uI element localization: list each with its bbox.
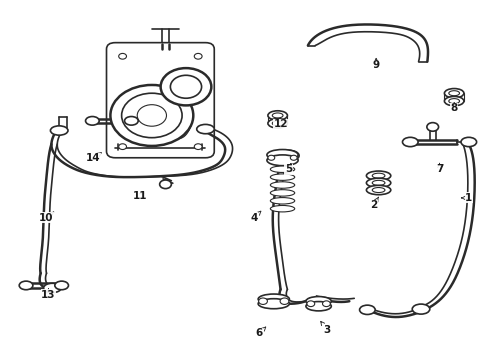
Ellipse shape	[50, 126, 68, 135]
Circle shape	[322, 301, 330, 307]
Circle shape	[258, 298, 267, 305]
Ellipse shape	[272, 121, 283, 126]
Ellipse shape	[305, 302, 330, 311]
Ellipse shape	[444, 96, 463, 106]
Circle shape	[119, 144, 126, 149]
Circle shape	[160, 68, 211, 105]
Circle shape	[194, 144, 202, 149]
Ellipse shape	[85, 117, 99, 125]
Circle shape	[280, 298, 288, 305]
Text: 12: 12	[273, 119, 288, 129]
Ellipse shape	[411, 304, 429, 314]
Ellipse shape	[448, 91, 459, 96]
Text: 5: 5	[284, 163, 291, 174]
Ellipse shape	[366, 178, 390, 188]
Circle shape	[122, 93, 182, 138]
Ellipse shape	[43, 283, 61, 293]
Ellipse shape	[277, 150, 299, 161]
Text: 8: 8	[449, 103, 457, 113]
Ellipse shape	[371, 173, 384, 178]
Circle shape	[426, 123, 438, 131]
Ellipse shape	[270, 166, 294, 172]
Ellipse shape	[402, 137, 417, 147]
Ellipse shape	[448, 99, 459, 104]
Circle shape	[306, 301, 314, 307]
Ellipse shape	[270, 198, 294, 204]
Circle shape	[110, 85, 193, 146]
Ellipse shape	[460, 137, 476, 147]
Ellipse shape	[270, 174, 294, 180]
Ellipse shape	[282, 153, 294, 158]
Text: 2: 2	[369, 197, 378, 210]
Ellipse shape	[366, 171, 390, 180]
Text: 11: 11	[132, 191, 146, 201]
Text: 6: 6	[255, 327, 265, 338]
Ellipse shape	[124, 117, 138, 125]
Ellipse shape	[266, 149, 298, 160]
Ellipse shape	[270, 206, 294, 212]
Ellipse shape	[371, 180, 384, 185]
Ellipse shape	[55, 281, 68, 290]
Text: 1: 1	[461, 193, 471, 203]
Circle shape	[159, 180, 171, 189]
Ellipse shape	[196, 125, 214, 134]
Ellipse shape	[267, 111, 287, 120]
Text: 13: 13	[41, 289, 56, 300]
Circle shape	[170, 75, 201, 98]
Circle shape	[137, 105, 166, 126]
Ellipse shape	[305, 297, 330, 306]
Ellipse shape	[272, 113, 283, 118]
Circle shape	[267, 155, 274, 160]
Ellipse shape	[366, 185, 390, 195]
Text: 14: 14	[86, 153, 101, 163]
Ellipse shape	[258, 299, 289, 309]
Text: 3: 3	[320, 321, 330, 335]
Ellipse shape	[267, 119, 287, 128]
Text: 9: 9	[372, 58, 379, 70]
Ellipse shape	[258, 294, 289, 304]
Text: 4: 4	[250, 211, 261, 222]
Circle shape	[194, 53, 202, 59]
Ellipse shape	[371, 188, 384, 193]
Circle shape	[290, 155, 297, 160]
Ellipse shape	[444, 89, 463, 98]
Ellipse shape	[270, 190, 294, 196]
Ellipse shape	[270, 182, 294, 188]
Circle shape	[119, 53, 126, 59]
Ellipse shape	[266, 155, 298, 166]
Text: 7: 7	[435, 163, 442, 174]
FancyBboxPatch shape	[106, 42, 214, 158]
Ellipse shape	[19, 281, 33, 290]
Ellipse shape	[359, 305, 374, 315]
Text: 10: 10	[39, 212, 54, 222]
